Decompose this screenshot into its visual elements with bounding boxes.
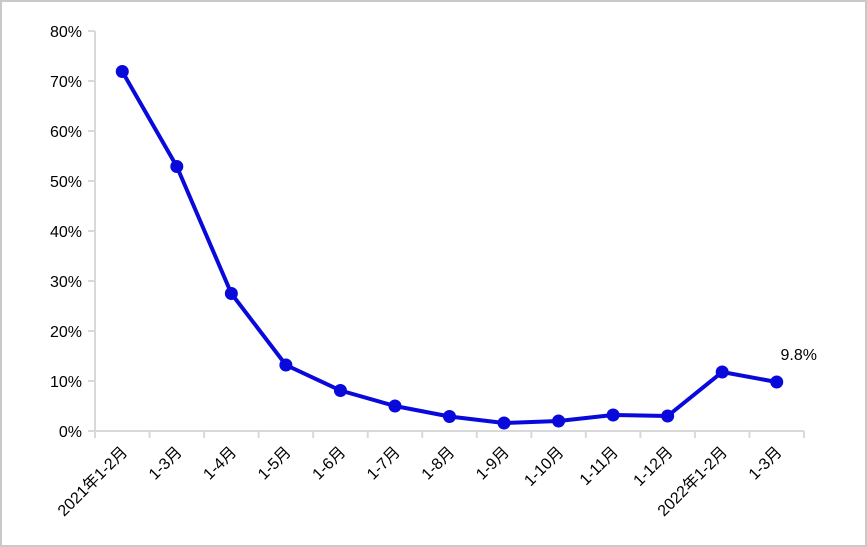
data-point-marker — [770, 375, 784, 389]
y-axis-tick-label: 0% — [59, 424, 82, 441]
x-axis-category-label: 1-4月 — [200, 444, 240, 484]
x-axis-category-label: 1-10月 — [521, 444, 567, 490]
x-axis-category-label: 1-11月 — [577, 444, 622, 489]
x-axis-category-label: 1-3月 — [146, 444, 186, 484]
y-axis-tick-label: 10% — [50, 374, 82, 391]
x-axis-category-label: 1-6月 — [310, 444, 350, 484]
x-axis-category-label: 1-7月 — [364, 444, 404, 484]
y-axis-tick-label: 40% — [50, 224, 82, 241]
data-point-marker — [661, 409, 675, 423]
data-point-marker — [497, 416, 511, 430]
data-point-marker — [606, 408, 620, 422]
y-axis-tick-label: 30% — [50, 274, 82, 291]
y-axis-tick-label: 50% — [50, 174, 82, 191]
data-point-marker — [279, 358, 293, 372]
data-point-marker — [715, 365, 729, 379]
y-axis-tick-label: 60% — [50, 124, 82, 141]
data-point-marker — [170, 160, 184, 173]
y-axis-tick-label: 70% — [50, 74, 82, 91]
x-axis-category-label: 1-3月 — [746, 444, 786, 484]
last-point-data-label: 9.8% — [780, 347, 816, 364]
data-line-series — [120, 69, 779, 425]
y-axis-tick-label: 20% — [50, 324, 82, 341]
x-axis-category-label: 1-9月 — [473, 444, 513, 484]
x-axis-category-label: 1-8月 — [419, 444, 459, 484]
data-point-marker — [115, 65, 129, 78]
data-point-marker — [333, 384, 347, 397]
data-point-marker — [388, 399, 402, 413]
y-axis-tick-label: 80% — [50, 24, 82, 41]
data-point-marker — [552, 414, 566, 428]
data-point-marker — [224, 287, 238, 300]
x-axis-category-label: 1-12月 — [630, 444, 676, 490]
data-point-marker — [443, 410, 456, 423]
x-axis-category-label: 1-5月 — [255, 444, 295, 484]
x-axis-category-label: 2021年1-2月 — [54, 443, 131, 520]
